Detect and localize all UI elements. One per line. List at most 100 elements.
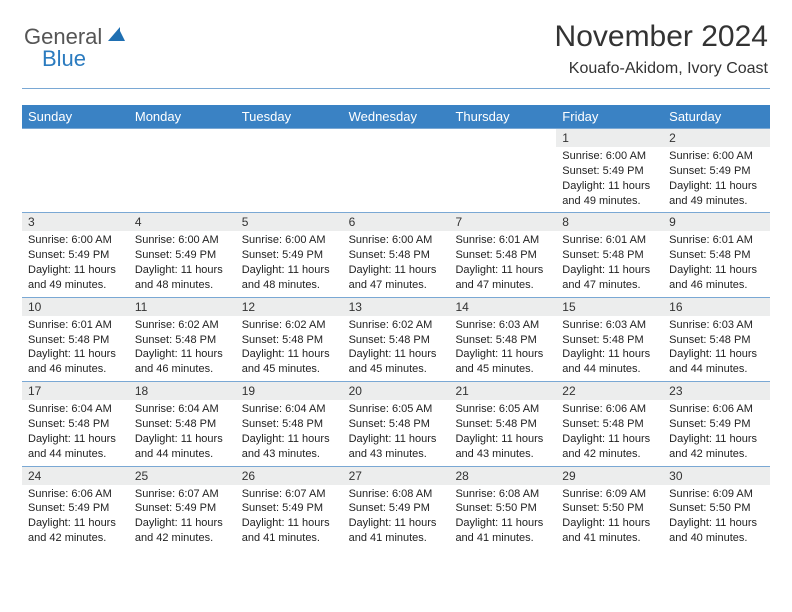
- day-number: 8: [556, 213, 663, 231]
- day-details: Sunrise: 6:04 AMSunset: 5:48 PMDaylight:…: [236, 400, 343, 465]
- day-details: Sunrise: 6:08 AMSunset: 5:49 PMDaylight:…: [343, 485, 450, 550]
- day-number: 4: [129, 213, 236, 231]
- daylight-text: Daylight: 11 hours and 46 minutes.: [669, 263, 764, 293]
- daylight-text: Daylight: 11 hours and 42 minutes.: [669, 432, 764, 462]
- day-header: Sunday: [22, 105, 129, 128]
- daylight-text: Daylight: 11 hours and 42 minutes.: [562, 432, 657, 462]
- day-number: 23: [663, 382, 770, 400]
- day-number: 18: [129, 382, 236, 400]
- day-details: Sunrise: 6:00 AMSunset: 5:49 PMDaylight:…: [236, 231, 343, 296]
- day-number: 1: [556, 129, 663, 147]
- daylight-text: Daylight: 11 hours and 47 minutes.: [562, 263, 657, 293]
- sunset-text: Sunset: 5:48 PM: [135, 417, 230, 432]
- day-details: Sunrise: 6:01 AMSunset: 5:48 PMDaylight:…: [556, 231, 663, 296]
- day-number: 21: [449, 382, 556, 400]
- day-header-row: SundayMondayTuesdayWednesdayThursdayFrid…: [22, 105, 770, 128]
- day-details: Sunrise: 6:02 AMSunset: 5:48 PMDaylight:…: [129, 316, 236, 381]
- daylight-text: Daylight: 11 hours and 47 minutes.: [349, 263, 444, 293]
- day-details: Sunrise: 6:03 AMSunset: 5:48 PMDaylight:…: [449, 316, 556, 381]
- daylight-text: Daylight: 11 hours and 44 minutes.: [135, 432, 230, 462]
- sunset-text: Sunset: 5:48 PM: [28, 333, 123, 348]
- day-number: 16: [663, 298, 770, 316]
- day-header: Monday: [129, 105, 236, 128]
- day-details: Sunrise: 6:07 AMSunset: 5:49 PMDaylight:…: [129, 485, 236, 550]
- day-details: Sunrise: 6:09 AMSunset: 5:50 PMDaylight:…: [556, 485, 663, 550]
- day-cell: 2Sunrise: 6:00 AMSunset: 5:49 PMDaylight…: [663, 129, 770, 212]
- sunrise-text: Sunrise: 6:00 AM: [28, 233, 123, 248]
- sunset-text: Sunset: 5:48 PM: [242, 417, 337, 432]
- day-cell: 4Sunrise: 6:00 AMSunset: 5:49 PMDaylight…: [129, 213, 236, 296]
- sunset-text: Sunset: 5:50 PM: [562, 501, 657, 516]
- logo: General Blue: [24, 24, 126, 50]
- day-cell: 8Sunrise: 6:01 AMSunset: 5:48 PMDaylight…: [556, 213, 663, 296]
- sunrise-text: Sunrise: 6:07 AM: [242, 487, 337, 502]
- sunset-text: Sunset: 5:48 PM: [349, 333, 444, 348]
- day-number: 19: [236, 382, 343, 400]
- day-cell: [22, 129, 129, 212]
- month-title: November 2024: [555, 20, 768, 54]
- sunset-text: Sunset: 5:48 PM: [135, 333, 230, 348]
- day-details: Sunrise: 6:02 AMSunset: 5:48 PMDaylight:…: [343, 316, 450, 381]
- day-number: 14: [449, 298, 556, 316]
- day-cell: 21Sunrise: 6:05 AMSunset: 5:48 PMDayligh…: [449, 382, 556, 465]
- daylight-text: Daylight: 11 hours and 46 minutes.: [135, 347, 230, 377]
- sunset-text: Sunset: 5:49 PM: [349, 501, 444, 516]
- day-details: Sunrise: 6:05 AMSunset: 5:48 PMDaylight:…: [343, 400, 450, 465]
- week-row: 24Sunrise: 6:06 AMSunset: 5:49 PMDayligh…: [22, 466, 770, 550]
- daylight-text: Daylight: 11 hours and 48 minutes.: [135, 263, 230, 293]
- daylight-text: Daylight: 11 hours and 41 minutes.: [455, 516, 550, 546]
- day-cell: 6Sunrise: 6:00 AMSunset: 5:48 PMDaylight…: [343, 213, 450, 296]
- daylight-text: Daylight: 11 hours and 44 minutes.: [669, 347, 764, 377]
- sunset-text: Sunset: 5:50 PM: [455, 501, 550, 516]
- day-cell: 11Sunrise: 6:02 AMSunset: 5:48 PMDayligh…: [129, 298, 236, 381]
- day-cell: 25Sunrise: 6:07 AMSunset: 5:49 PMDayligh…: [129, 467, 236, 550]
- sunrise-text: Sunrise: 6:04 AM: [135, 402, 230, 417]
- daylight-text: Daylight: 11 hours and 45 minutes.: [242, 347, 337, 377]
- day-cell: [343, 129, 450, 212]
- sunrise-text: Sunrise: 6:03 AM: [562, 318, 657, 333]
- logo-text-blue: Blue: [42, 46, 86, 72]
- sunset-text: Sunset: 5:48 PM: [562, 333, 657, 348]
- day-number: 17: [22, 382, 129, 400]
- sunrise-text: Sunrise: 6:00 AM: [669, 149, 764, 164]
- sunrise-text: Sunrise: 6:03 AM: [669, 318, 764, 333]
- day-number: 29: [556, 467, 663, 485]
- sunrise-text: Sunrise: 6:05 AM: [349, 402, 444, 417]
- day-cell: 22Sunrise: 6:06 AMSunset: 5:48 PMDayligh…: [556, 382, 663, 465]
- daylight-text: Daylight: 11 hours and 49 minutes.: [669, 179, 764, 209]
- day-cell: 20Sunrise: 6:05 AMSunset: 5:48 PMDayligh…: [343, 382, 450, 465]
- sunset-text: Sunset: 5:49 PM: [669, 417, 764, 432]
- day-details: Sunrise: 6:01 AMSunset: 5:48 PMDaylight:…: [22, 316, 129, 381]
- sunset-text: Sunset: 5:48 PM: [455, 417, 550, 432]
- sunrise-text: Sunrise: 6:03 AM: [455, 318, 550, 333]
- sunset-text: Sunset: 5:49 PM: [242, 248, 337, 263]
- sunrise-text: Sunrise: 6:00 AM: [135, 233, 230, 248]
- daylight-text: Daylight: 11 hours and 41 minutes.: [349, 516, 444, 546]
- daylight-text: Daylight: 11 hours and 43 minutes.: [455, 432, 550, 462]
- day-details: Sunrise: 6:04 AMSunset: 5:48 PMDaylight:…: [129, 400, 236, 465]
- day-details: Sunrise: 6:04 AMSunset: 5:48 PMDaylight:…: [22, 400, 129, 465]
- day-details: Sunrise: 6:03 AMSunset: 5:48 PMDaylight:…: [556, 316, 663, 381]
- day-details: Sunrise: 6:02 AMSunset: 5:48 PMDaylight:…: [236, 316, 343, 381]
- sunrise-text: Sunrise: 6:04 AM: [28, 402, 123, 417]
- day-cell: 19Sunrise: 6:04 AMSunset: 5:48 PMDayligh…: [236, 382, 343, 465]
- day-details: Sunrise: 6:03 AMSunset: 5:48 PMDaylight:…: [663, 316, 770, 381]
- day-cell: 23 Sunrise: 6:06 AMSunset: 5:49 PMDayligh…: [663, 382, 770, 465]
- day-number: 28: [449, 467, 556, 485]
- logo-sail-icon: [106, 25, 126, 50]
- day-cell: 12Sunrise: 6:02 AMSunset: 5:48 PMDayligh…: [236, 298, 343, 381]
- day-details: Sunrise: 6:07 AMSunset: 5:49 PMDaylight:…: [236, 485, 343, 550]
- daylight-text: Daylight: 11 hours and 49 minutes.: [562, 179, 657, 209]
- daylight-text: Daylight: 11 hours and 43 minutes.: [242, 432, 337, 462]
- day-details: Sunrise: 6:00 AMSunset: 5:49 PMDaylight:…: [129, 231, 236, 296]
- sunrise-text: Sunrise: 6:06 AM: [669, 402, 764, 417]
- sunrise-text: Sunrise: 6:00 AM: [242, 233, 337, 248]
- daylight-text: Daylight: 11 hours and 48 minutes.: [242, 263, 337, 293]
- day-header: Tuesday: [236, 105, 343, 128]
- day-header: Wednesday: [343, 105, 450, 128]
- sunrise-text: Sunrise: 6:08 AM: [349, 487, 444, 502]
- daylight-text: Daylight: 11 hours and 41 minutes.: [242, 516, 337, 546]
- day-number: 26: [236, 467, 343, 485]
- day-cell: 3Sunrise: 6:00 AMSunset: 5:49 PMDaylight…: [22, 213, 129, 296]
- sunset-text: Sunset: 5:49 PM: [562, 164, 657, 179]
